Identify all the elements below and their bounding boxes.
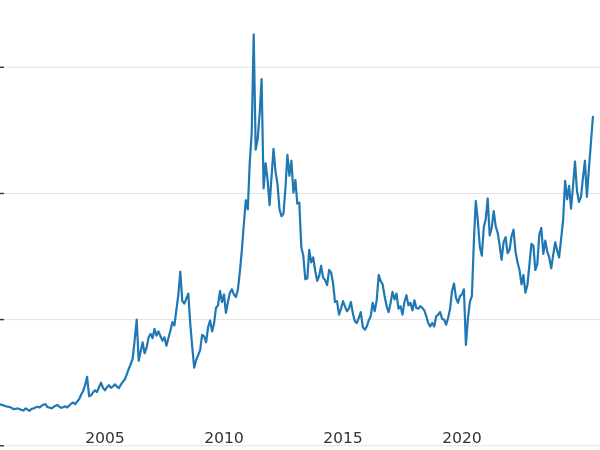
x-tick-label: 2005 [85, 429, 124, 447]
x-tick-label: 2020 [442, 429, 481, 447]
x-tick-label: 2015 [323, 429, 362, 447]
price-line-series [0, 33, 595, 412]
x-tick-label: 2010 [204, 429, 243, 447]
